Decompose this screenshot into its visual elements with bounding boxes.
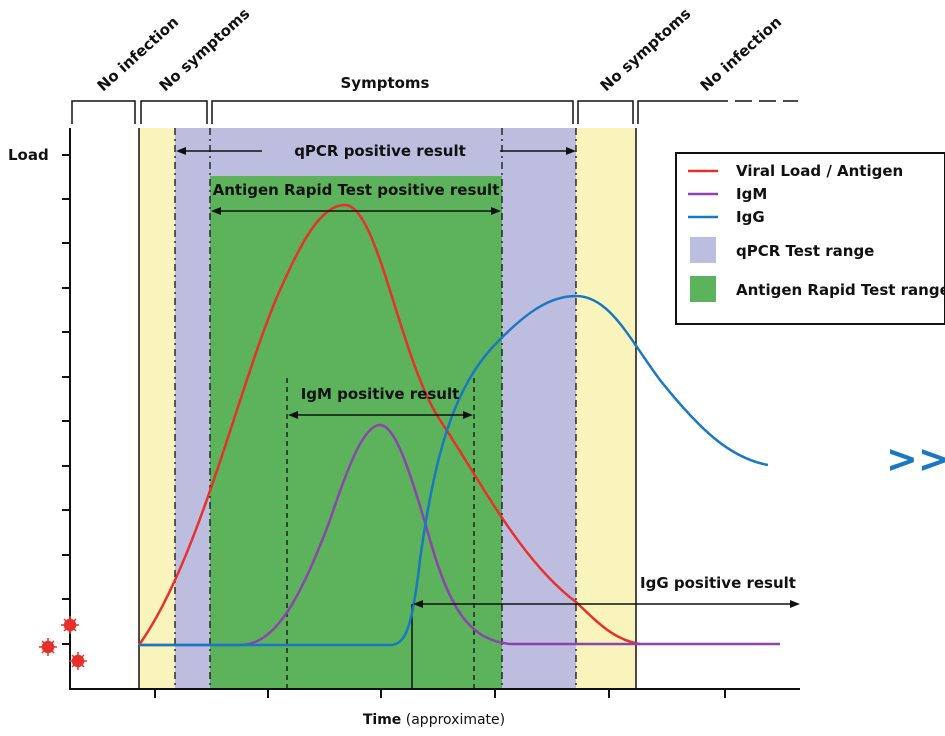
x-axis-label-rest: (approximate)	[401, 712, 505, 728]
phase-brackets	[71, 100, 798, 124]
legend-item-igg: IgG	[688, 208, 765, 226]
qpcr-band-top	[210, 128, 502, 176]
svg-text:Viral Load / Antigen: Viral Load / Antigen	[736, 162, 903, 180]
phase-boundaries	[138, 128, 637, 688]
qpcr-result-label: qPCR positive result	[294, 142, 466, 160]
phase-label-no-symptoms-right: No symptoms	[597, 4, 695, 95]
virus-icon-group	[39, 616, 87, 670]
x-axis-label-bold: Time	[363, 712, 401, 728]
x-axis-label: Time (approximate)	[363, 712, 505, 728]
svg-text:qPCR Test range: qPCR Test range	[736, 242, 874, 260]
no-symptoms-band-left	[139, 128, 175, 688]
igg-curve	[139, 294, 769, 647]
phase-label-symptoms: Symptoms	[341, 74, 430, 92]
virus-icon	[69, 652, 87, 670]
svg-text:IgG: IgG	[736, 208, 765, 226]
igg-result-label: IgG positive result	[640, 574, 796, 592]
no-symptoms-band-right	[576, 128, 636, 688]
virus-icon	[39, 638, 57, 656]
legend-frame	[675, 152, 945, 325]
qpcr-band-left	[175, 128, 210, 688]
legend-item-viral-load: Viral Load / Antigen	[688, 162, 903, 180]
legend: Viral Load / Antigen IgM IgG qPCR Test r…	[675, 152, 945, 325]
x-ticks	[154, 689, 726, 698]
phase-label-no-infection-right: No infection	[697, 13, 785, 95]
svg-text:Antigen Rapid Test range: Antigen Rapid Test range	[736, 281, 945, 299]
y-ticks	[62, 154, 70, 645]
result-arrows	[180, 150, 796, 605]
svg-text:IgM: IgM	[736, 185, 767, 203]
virus-icon	[61, 616, 79, 634]
legend-item-qpcr-range: qPCR Test range	[690, 237, 874, 263]
y-axis-label: Load	[8, 146, 49, 164]
legend-item-igm: IgM	[688, 185, 767, 203]
igm-result-label: IgM positive result	[301, 385, 460, 403]
antigen-result-label: Antigen Rapid Test positive result	[213, 181, 500, 199]
next-arrow-button[interactable]: >>	[886, 437, 945, 481]
axes	[69, 128, 800, 690]
viral-load-curve	[137, 203, 641, 646]
igm-range-lines	[286, 378, 475, 688]
arrow-heads	[176, 147, 800, 608]
legend-item-antigen-range: Antigen Rapid Test range	[690, 276, 945, 302]
qpcr-band-right	[502, 128, 576, 688]
